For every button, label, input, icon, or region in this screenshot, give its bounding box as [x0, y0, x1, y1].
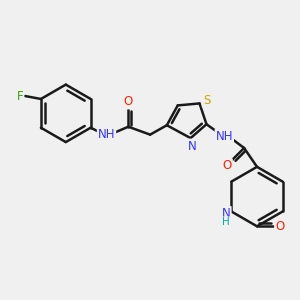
- Text: N: N: [222, 207, 231, 220]
- Text: F: F: [17, 89, 23, 103]
- Text: NH: NH: [98, 128, 115, 141]
- Text: O: O: [124, 95, 133, 108]
- Text: H: H: [222, 217, 230, 227]
- Text: N: N: [188, 140, 197, 152]
- Text: O: O: [275, 220, 284, 233]
- Text: O: O: [223, 159, 232, 172]
- Text: S: S: [203, 94, 210, 107]
- Text: NH: NH: [216, 130, 233, 142]
